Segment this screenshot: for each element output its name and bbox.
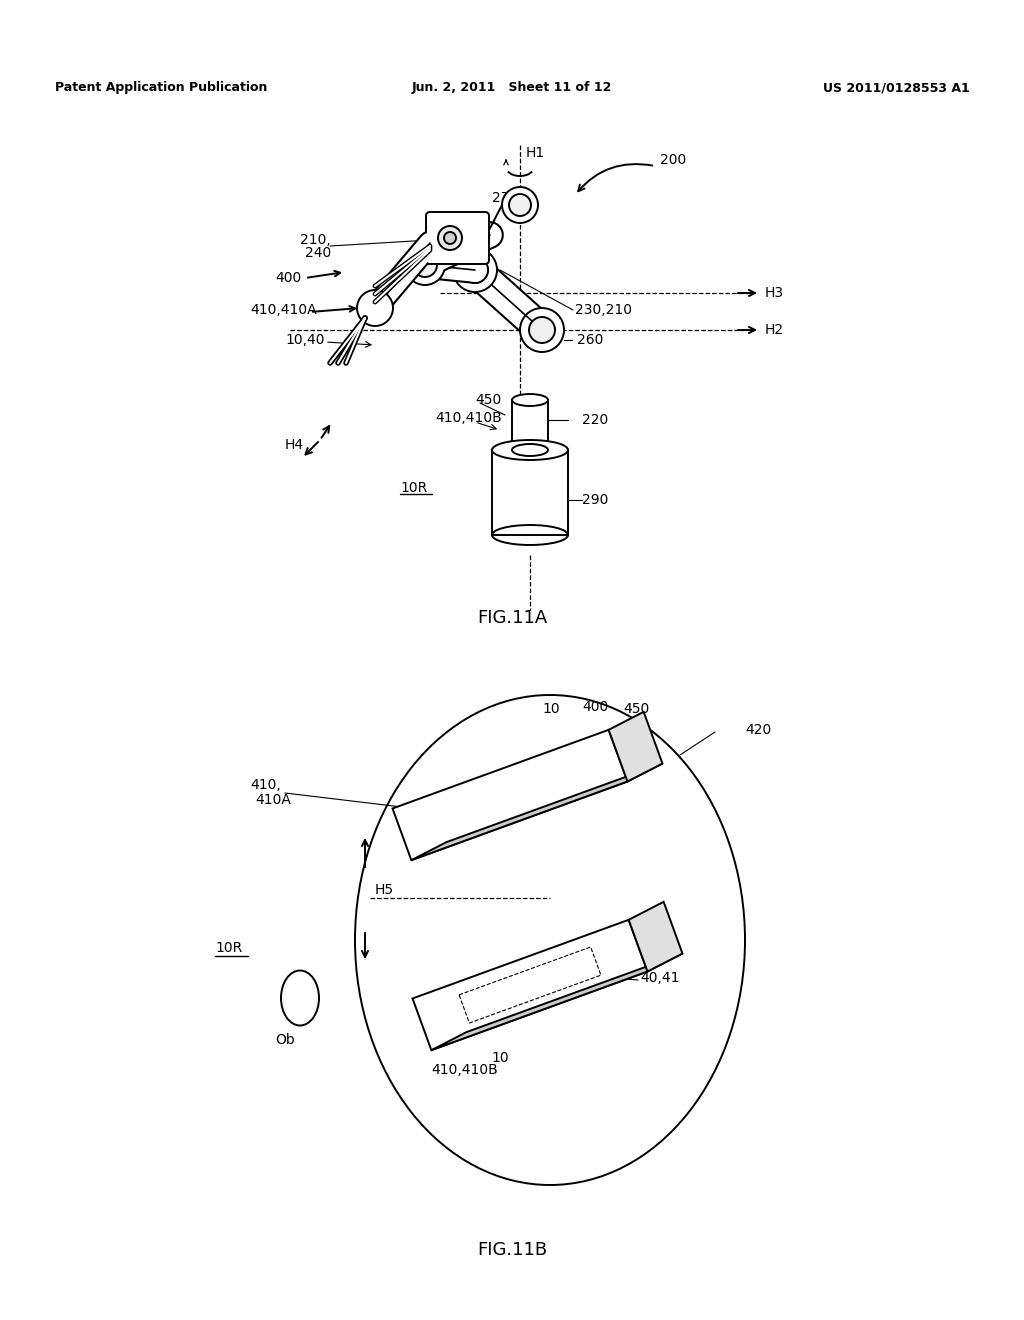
- Polygon shape: [413, 920, 647, 1051]
- Circle shape: [520, 308, 564, 352]
- Text: 400: 400: [582, 700, 608, 714]
- Bar: [512, 400, 548, 450]
- Text: 410A: 410A: [255, 793, 291, 807]
- Text: 260: 260: [577, 333, 603, 347]
- Text: US 2011/0128553 A1: US 2011/0128553 A1: [823, 82, 970, 95]
- Text: 410,: 410,: [250, 777, 281, 792]
- Text: 10: 10: [542, 702, 560, 715]
- Text: 210,: 210,: [300, 234, 331, 247]
- Text: 410,410B: 410,410B: [435, 411, 502, 425]
- Text: 220: 220: [582, 413, 608, 426]
- Circle shape: [444, 232, 456, 244]
- Circle shape: [453, 248, 497, 292]
- Text: H5: H5: [375, 883, 394, 898]
- Ellipse shape: [281, 970, 319, 1026]
- Circle shape: [406, 246, 445, 285]
- Circle shape: [462, 257, 488, 282]
- Ellipse shape: [512, 444, 548, 455]
- Text: H1: H1: [526, 147, 545, 160]
- Text: 410,410B: 410,410B: [432, 1063, 499, 1077]
- Text: Patent Application Publication: Patent Application Publication: [55, 82, 267, 95]
- Polygon shape: [412, 763, 663, 861]
- Text: 10R: 10R: [400, 480, 427, 495]
- Text: 420: 420: [745, 723, 771, 737]
- FancyBboxPatch shape: [426, 213, 489, 264]
- Text: 10,40: 10,40: [285, 333, 325, 347]
- Text: 10: 10: [492, 1051, 509, 1065]
- Text: 450: 450: [475, 393, 502, 407]
- Text: FIG.11A: FIG.11A: [477, 609, 547, 627]
- Ellipse shape: [512, 393, 548, 407]
- Polygon shape: [431, 953, 682, 1051]
- Ellipse shape: [492, 440, 568, 459]
- Polygon shape: [392, 730, 628, 861]
- Circle shape: [509, 194, 531, 216]
- Bar: [492, 450, 568, 535]
- Circle shape: [502, 187, 538, 223]
- Polygon shape: [608, 711, 663, 781]
- Text: FIG.11B: FIG.11B: [477, 1241, 547, 1259]
- Circle shape: [438, 226, 462, 249]
- Text: 10R: 10R: [215, 941, 243, 954]
- Text: 270: 270: [492, 191, 518, 205]
- Circle shape: [357, 290, 393, 326]
- Text: 410,410A: 410,410A: [250, 304, 316, 317]
- Text: 450: 450: [623, 702, 649, 715]
- Polygon shape: [629, 902, 682, 972]
- Text: 400: 400: [275, 271, 301, 285]
- Circle shape: [529, 317, 555, 343]
- Text: 240: 240: [305, 246, 331, 260]
- Ellipse shape: [492, 525, 568, 545]
- Text: H4: H4: [285, 438, 304, 451]
- Circle shape: [413, 253, 437, 277]
- Text: Jun. 2, 2011   Sheet 11 of 12: Jun. 2, 2011 Sheet 11 of 12: [412, 82, 612, 95]
- Text: H2: H2: [765, 323, 784, 337]
- Text: H3: H3: [765, 286, 784, 300]
- Text: 290: 290: [582, 492, 608, 507]
- Text: 40,41: 40,41: [640, 972, 680, 985]
- Text: 230,210: 230,210: [575, 304, 632, 317]
- Text: Ob: Ob: [275, 1034, 295, 1047]
- Text: 200: 200: [660, 153, 686, 168]
